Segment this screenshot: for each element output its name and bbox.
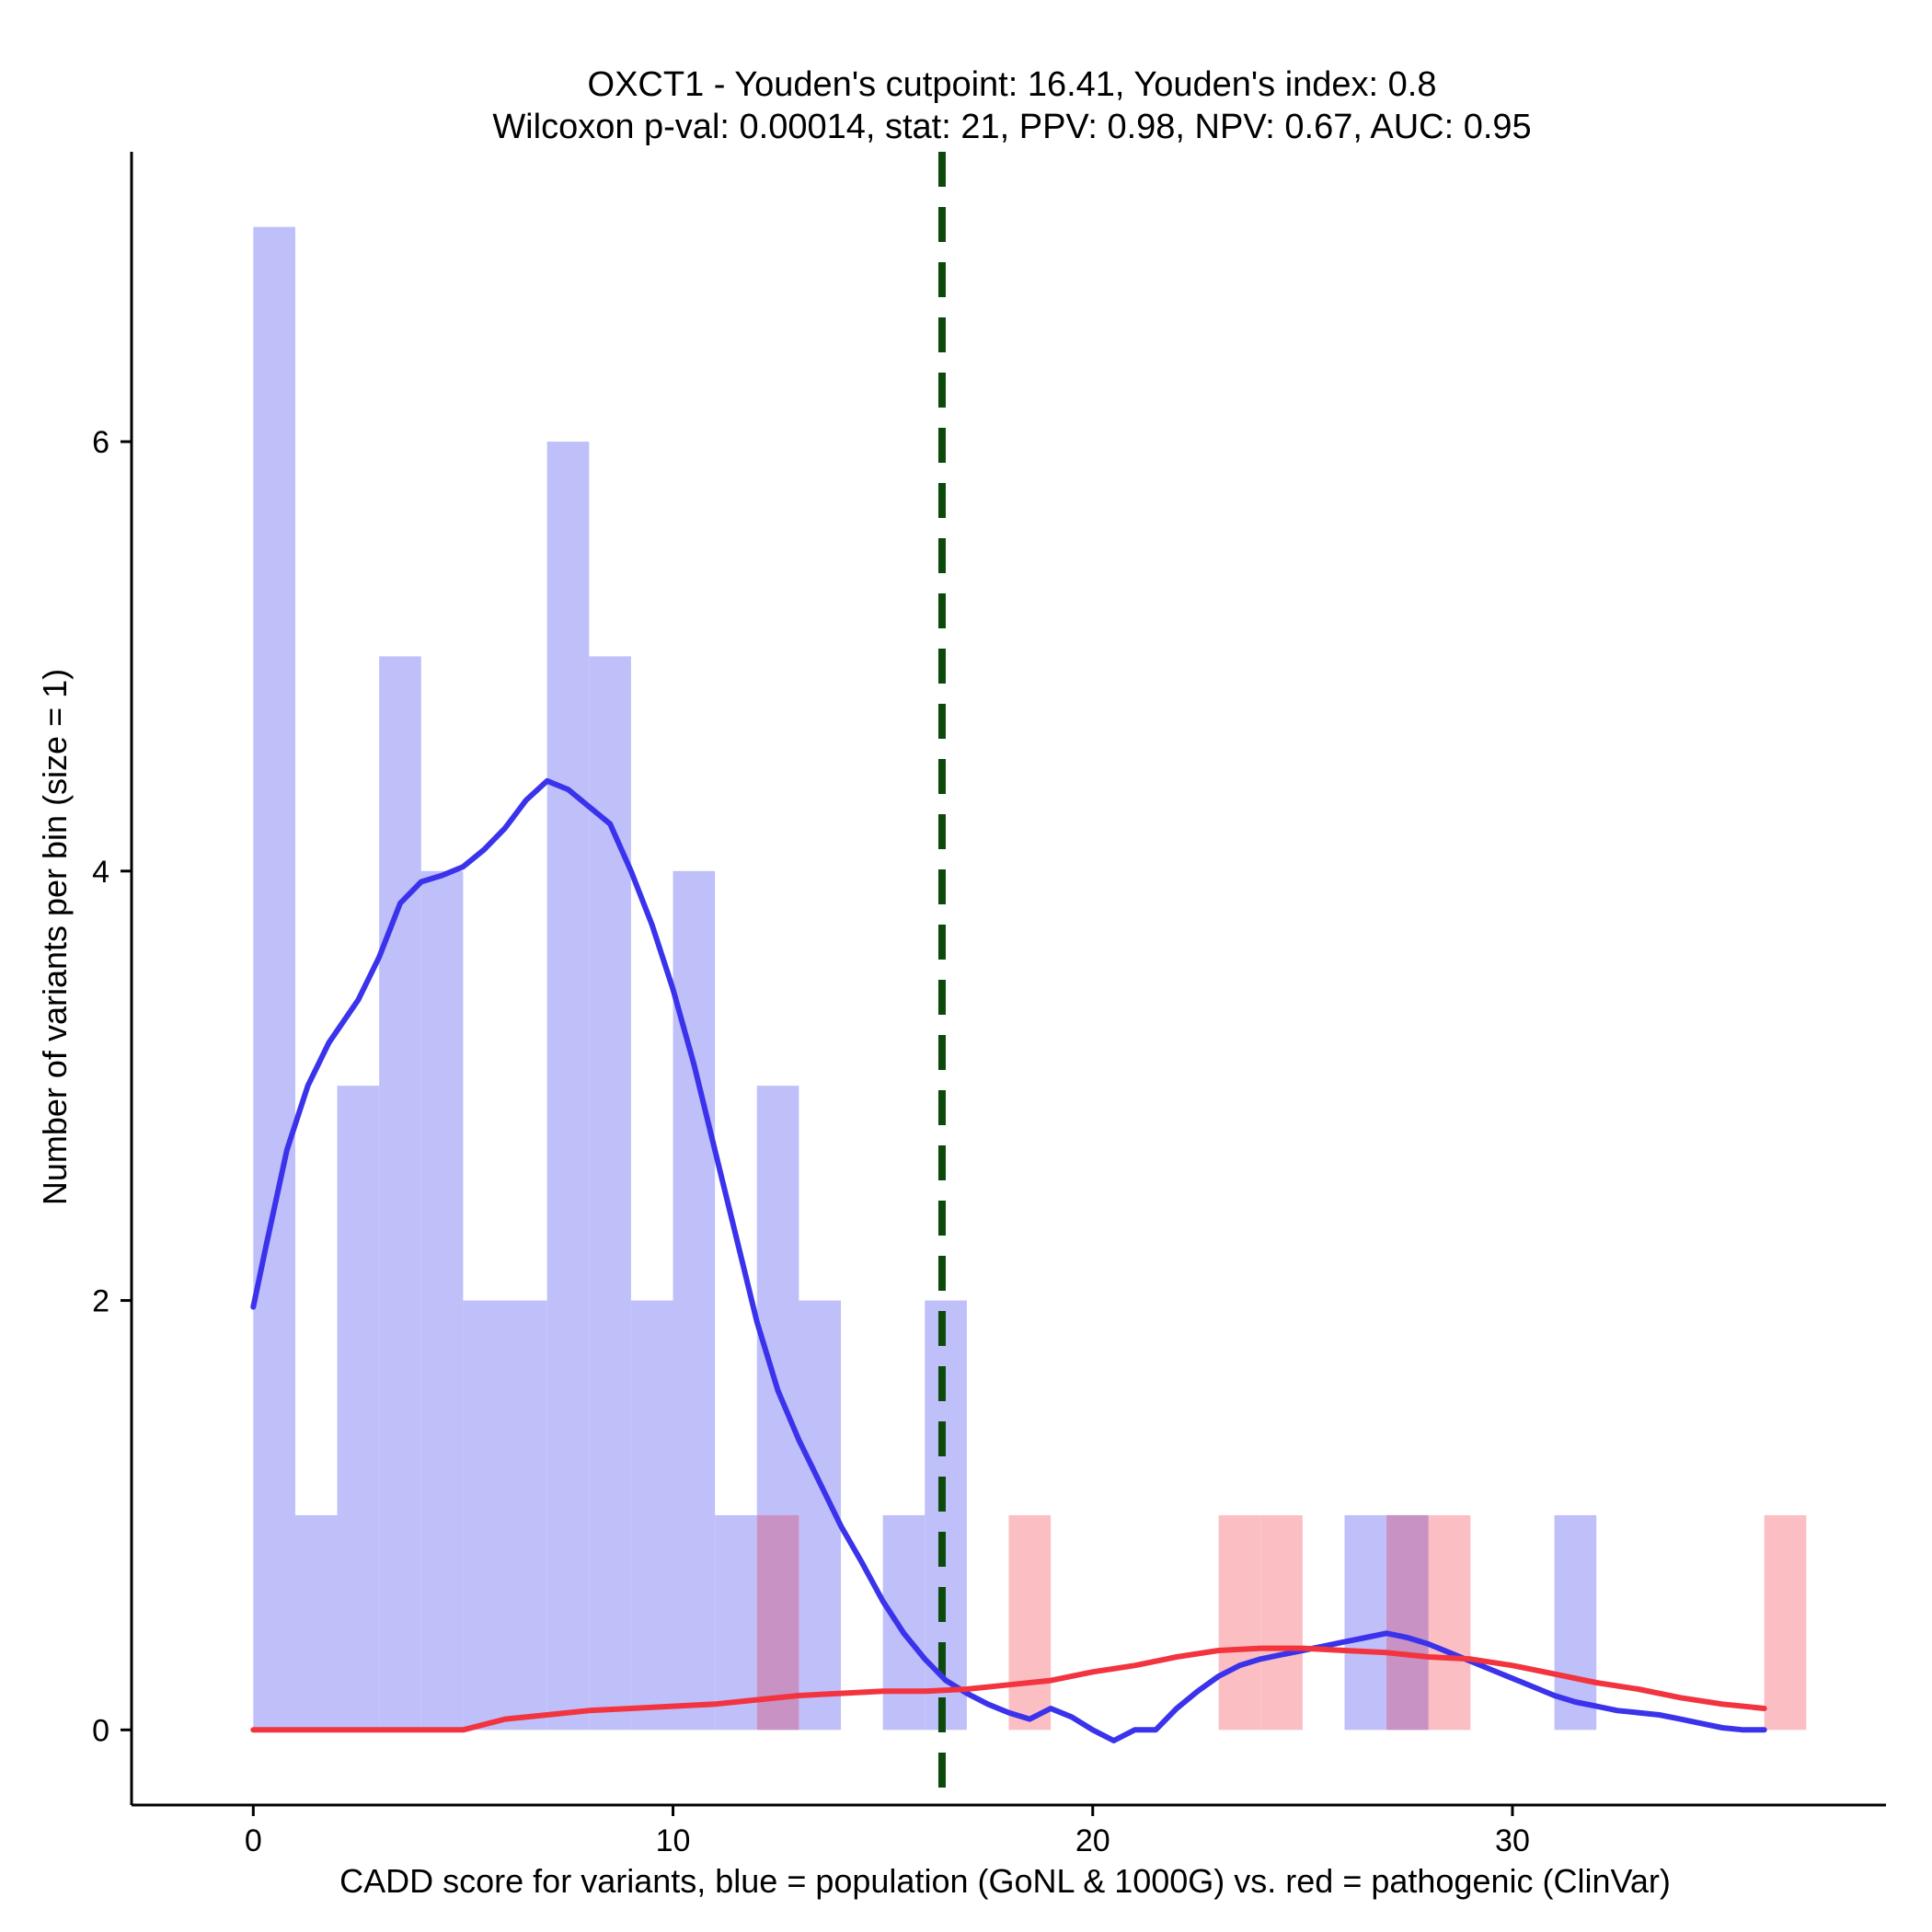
pathogenic-bar [1218,1514,1261,1731]
pathogenic-bar [1008,1514,1052,1731]
x-ticks: 0 10 20 30 [245,1805,1530,1858]
pathogenic-bar [1428,1514,1471,1731]
population-bar [1344,1514,1387,1731]
population-bar [673,870,716,1731]
y-tick-label: 2 [92,1284,109,1319]
population-density-curve [250,777,1767,1743]
population-bar [882,1514,926,1731]
population-bars [253,226,1597,1731]
pathogenic-bar [1764,1514,1807,1731]
x-tick-label: 30 [1495,1823,1530,1858]
population-bar [715,1514,757,1731]
chart-title-line1: OXCT1 - Youden's cutpoint: 16.41, Youden… [588,65,1437,104]
population-bar [463,1300,506,1731]
population-bar [420,870,464,1731]
axes [130,152,1886,1807]
pathogenic-density-curve [250,1645,1767,1733]
population-bar [337,1086,380,1731]
y-tick-label: 4 [92,855,109,890]
population-bar [505,1300,547,1731]
y-axis-label: Number of variants per bin (size = 1) [36,669,74,1205]
y-ticks: 0 2 4 6 [92,425,132,1748]
overlap-bars [756,1514,1429,1731]
x-axis-label: CADD score for variants, blue = populati… [339,1862,1671,1900]
y-tick-label: 6 [92,425,109,460]
y-tick-label: 0 [92,1713,109,1748]
population-bar [1554,1514,1597,1731]
chart-title-line2: Wilcoxon p-val: 0.00014, stat: 21, PPV: … [492,108,1531,146]
x-tick-label: 10 [656,1823,691,1858]
population-bar [379,656,421,1731]
population-bar [630,1300,673,1731]
population-bar [253,226,295,1731]
x-tick-label: 20 [1075,1823,1110,1858]
population-bar [589,656,631,1731]
x-tick-label: 0 [245,1823,262,1858]
population-bar [925,1300,967,1731]
population-bar [294,1514,338,1731]
pathogenic-bar [1260,1514,1303,1731]
title: OXCT1 - Youden's cutpoint: 16.41, Youden… [492,65,1531,146]
overlap-bar [1386,1514,1429,1731]
population-bar [546,442,590,1731]
